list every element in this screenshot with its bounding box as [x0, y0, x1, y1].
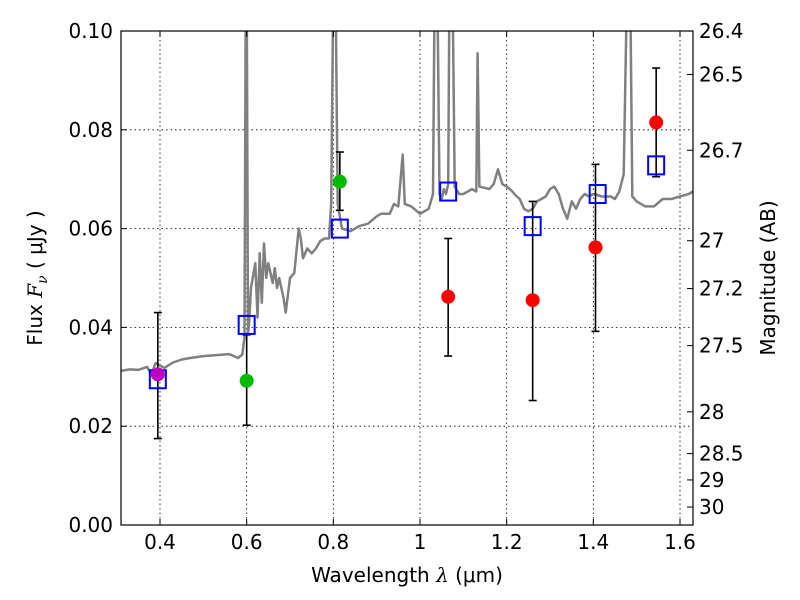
spectrum-line: [121, 31, 693, 376]
x-tick-label: 1.6: [664, 530, 696, 554]
mag-tick-label: 29: [699, 468, 724, 492]
mag-tick-label: 27.2: [699, 277, 744, 301]
model-flux-square: [523, 216, 542, 237]
mag-tick-label: 26.5: [699, 62, 744, 86]
y-tick-label: 0.00: [68, 513, 113, 537]
y-tick-label: 0.08: [68, 118, 113, 142]
mag-tick-label: 30: [699, 495, 724, 519]
x-tick-label: 1.4: [577, 530, 609, 554]
y-tick-label: 0.04: [68, 315, 113, 339]
grid: [121, 31, 693, 525]
y-tick-label: 0.10: [68, 19, 113, 43]
observed-point: [150, 367, 165, 382]
mag-tick-label: 28: [699, 400, 724, 424]
x-tick-label: 0.4: [144, 530, 176, 554]
observed-point: [588, 240, 603, 255]
mag-tick-label: 26.7: [699, 138, 744, 162]
observed-point: [332, 174, 347, 189]
observed-point: [239, 373, 254, 388]
y-tick-label: 0.02: [68, 414, 113, 438]
observed-point: [441, 289, 456, 304]
mag-tick-label: 27: [699, 229, 724, 253]
plot-frame: [120, 30, 694, 526]
model-flux-square: [439, 181, 458, 202]
model-flux-square: [647, 155, 666, 176]
model-flux-square: [237, 314, 256, 335]
marker-layer: [148, 67, 666, 440]
model-flux-square: [588, 184, 607, 205]
plot-area: [121, 31, 693, 376]
observed-point: [525, 293, 540, 308]
y-tick-label: 0.06: [68, 217, 113, 241]
mag-tick-label: 28.5: [699, 442, 744, 466]
model-flux-square: [330, 218, 349, 239]
y2-axis-label: Magnitude (AB): [756, 200, 780, 355]
mag-tick-label: 27.5: [699, 334, 744, 358]
x-tick-label: 1: [414, 530, 427, 554]
x-axis-label: Wavelength λ (μm): [311, 563, 503, 587]
y-axis-label: Flux Fν ( μJy ): [23, 210, 51, 345]
observed-point: [649, 115, 664, 130]
x-tick-label: 0.8: [317, 530, 349, 554]
x-tick-label: 1.2: [491, 530, 523, 554]
x-tick-label: 0.6: [231, 530, 263, 554]
ticks: 0.4 0.6 0.8 1 1.2 1.4 1.6 0.00 0.02 0.04 0.06 0.08 0…: [68, 19, 743, 554]
mag-tick-label: 26.4: [699, 19, 744, 43]
